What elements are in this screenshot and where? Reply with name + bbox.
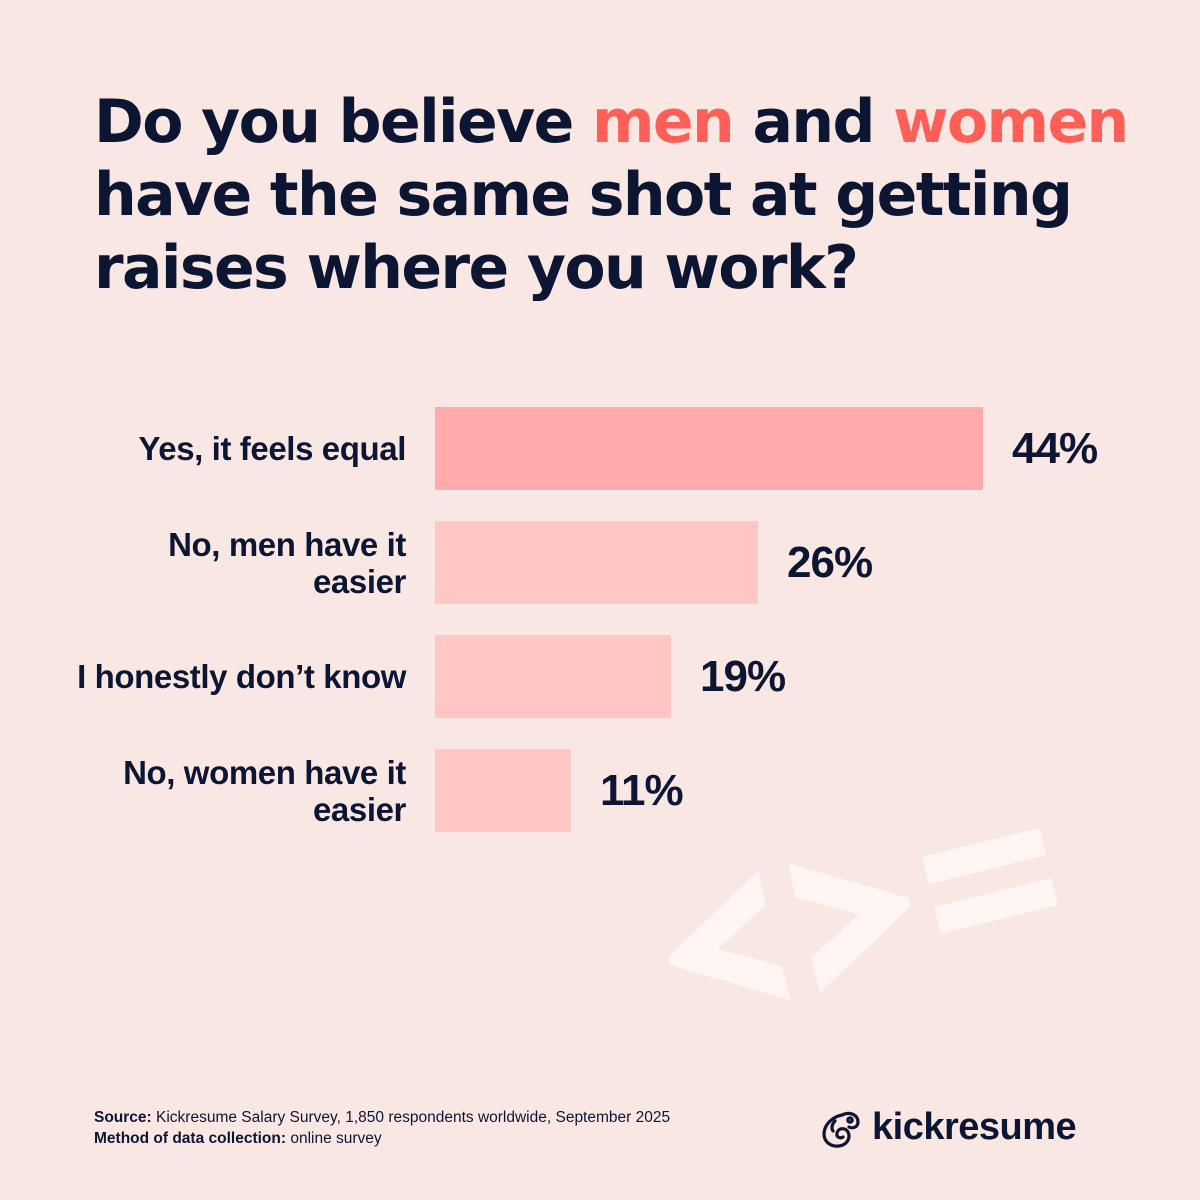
bar-label: I honestly don’t know: [77, 658, 406, 695]
method-label: Method of data collection:: [94, 1130, 287, 1147]
title-part-2: and: [733, 87, 894, 157]
title-accent-men: men: [592, 87, 735, 157]
title-part-3: have the same shot at getting raises whe…: [94, 160, 1073, 303]
bar-value: 26%: [787, 537, 873, 587]
bar-value: 44%: [1012, 423, 1098, 473]
source-text: Kickresume Salary Survey, 1,850 responde…: [151, 1109, 671, 1126]
kickresume-logo: kickresume: [820, 1106, 1077, 1149]
bar-row-men-easier: No, men have it easier 26%: [0, 521, 1200, 604]
source-label: Source:: [94, 1109, 152, 1126]
bar-value: 11%: [600, 765, 684, 815]
brand-name: kickresume: [872, 1106, 1077, 1148]
chart-title: Do you believe men and women have the sa…: [94, 86, 1134, 305]
bar-label: Yes, it feels equal: [138, 430, 406, 467]
bar-value: 19%: [700, 651, 786, 701]
bar-dont-know: [435, 635, 671, 718]
title-accent-women: women: [893, 87, 1129, 157]
bar-label: No, men have it easier: [168, 525, 406, 600]
method-line: Method of data collection: online survey: [94, 1128, 670, 1149]
code-brackets-equals-icon: [668, 828, 1058, 1000]
bar-women-easier: [435, 749, 571, 832]
chameleon-logo-icon: [822, 1111, 860, 1148]
method-text: online survey: [286, 1130, 382, 1147]
footer-notes: Source: Kickresume Salary Survey, 1,850 …: [94, 1107, 670, 1149]
source-line: Source: Kickresume Salary Survey, 1,850 …: [94, 1107, 670, 1128]
bar-row-yes-equal: Yes, it feels equal 44%: [0, 407, 1200, 490]
bar-row-women-easier: No, women have it easier 11%: [0, 749, 1200, 832]
bar-row-dont-know: I honestly don’t know 19%: [0, 635, 1200, 718]
bar-yes-equal: [435, 407, 983, 490]
bar-label: No, women have it easier: [123, 753, 406, 828]
bar-men-easier: [435, 521, 758, 604]
title-part-1: Do you believe: [94, 87, 593, 157]
